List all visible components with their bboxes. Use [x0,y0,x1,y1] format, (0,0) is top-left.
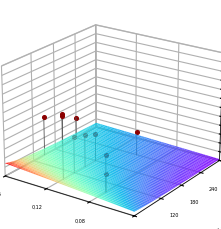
Y-axis label: Cutting speed  V$_C$ (m/min): Cutting speed V$_C$ (m/min) [185,207,221,229]
